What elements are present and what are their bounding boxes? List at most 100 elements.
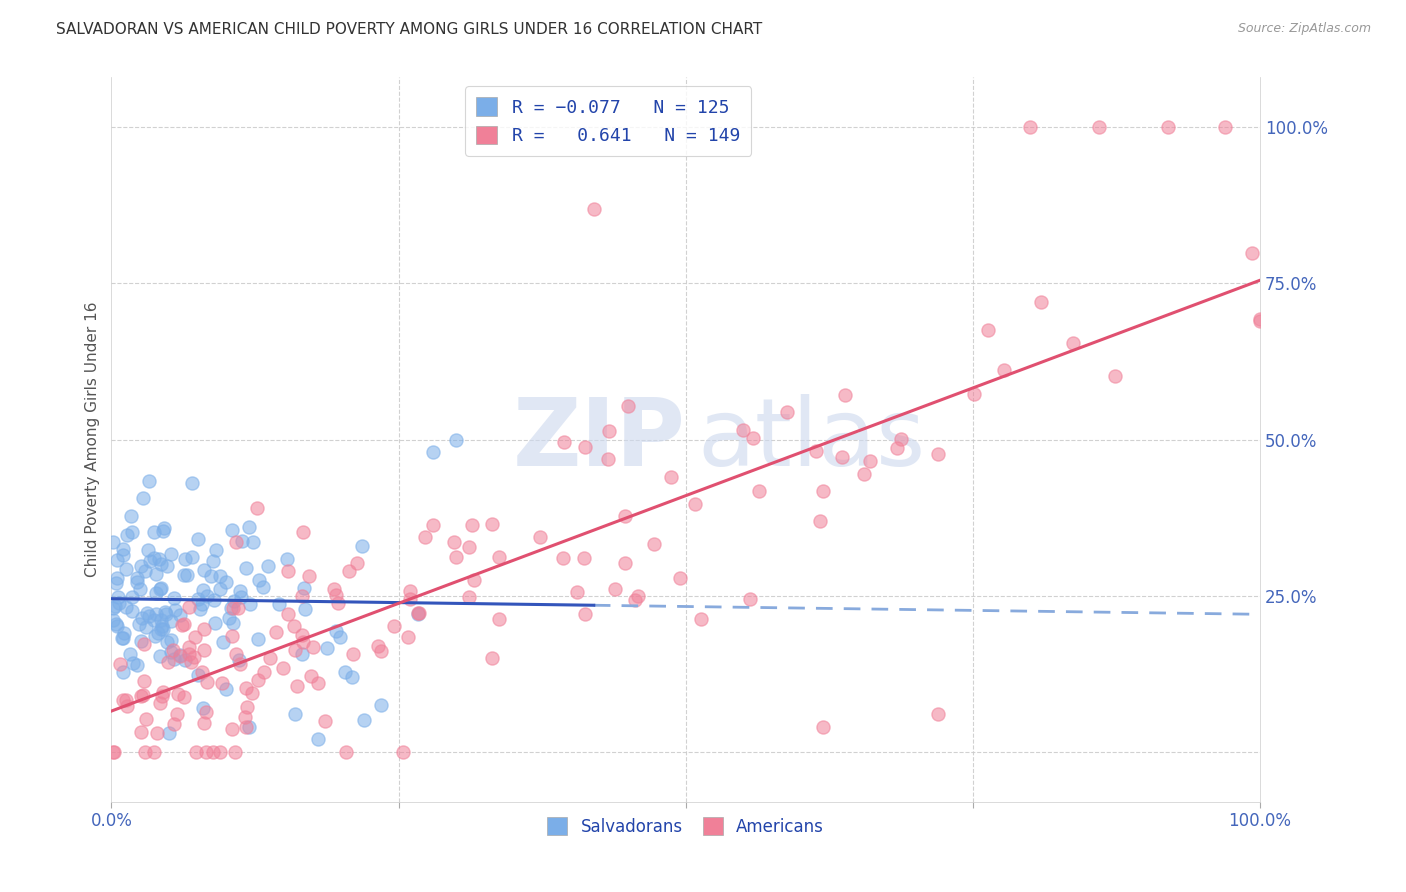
Point — [163, 717, 186, 731]
Point — [162, 642, 184, 657]
Point — [160, 614, 183, 628]
Point — [187, 592, 209, 607]
Point — [1062, 335, 1084, 350]
Point — [108, 596, 131, 610]
Point — [215, 575, 238, 590]
Point — [307, 732, 329, 747]
Point — [145, 586, 167, 600]
Point — [553, 550, 575, 565]
Point — [488, 549, 510, 564]
Point — [276, 552, 298, 566]
Point — [156, 559, 179, 574]
Point — [572, 550, 595, 565]
Point — [111, 693, 134, 707]
Point — [463, 573, 485, 587]
Point — [325, 588, 347, 602]
Point — [291, 589, 314, 603]
Text: Source: ZipAtlas.com: Source: ZipAtlas.com — [1237, 22, 1371, 36]
Point — [859, 454, 882, 468]
Point — [145, 607, 167, 621]
Point — [458, 541, 481, 555]
Point — [167, 687, 190, 701]
Point — [150, 619, 173, 633]
Point — [169, 608, 191, 623]
Point — [218, 610, 240, 624]
Point — [193, 564, 215, 578]
Legend: Salvadorans, Americans: Salvadorans, Americans — [538, 809, 832, 844]
Point — [598, 425, 620, 439]
Point — [146, 726, 169, 740]
Point — [1088, 120, 1111, 135]
Point — [291, 635, 314, 649]
Point — [617, 399, 640, 413]
Point — [180, 476, 202, 491]
Point — [177, 599, 200, 614]
Point — [852, 467, 875, 482]
Point — [298, 569, 321, 583]
Point — [173, 568, 195, 582]
Point — [143, 613, 166, 627]
Point — [212, 635, 235, 649]
Point — [135, 607, 157, 621]
Point — [163, 591, 186, 605]
Point — [236, 699, 259, 714]
Point — [776, 404, 799, 418]
Point — [101, 535, 124, 549]
Point — [643, 537, 665, 551]
Point — [224, 745, 246, 759]
Point — [122, 656, 145, 670]
Point — [299, 669, 322, 683]
Point — [215, 682, 238, 697]
Point — [963, 386, 986, 401]
Point — [135, 620, 157, 634]
Point — [1031, 294, 1053, 309]
Point — [738, 592, 761, 607]
Point — [128, 616, 150, 631]
Point — [180, 655, 202, 669]
Point — [108, 657, 131, 671]
Point — [1249, 314, 1271, 328]
Point — [131, 611, 153, 625]
Point — [195, 589, 218, 603]
Point — [346, 556, 368, 570]
Point — [143, 524, 166, 539]
Point — [259, 650, 281, 665]
Point — [221, 722, 243, 736]
Text: atlas: atlas — [697, 393, 925, 485]
Point — [127, 658, 149, 673]
Point — [253, 665, 276, 679]
Point — [155, 607, 177, 621]
Point — [111, 631, 134, 645]
Point — [138, 474, 160, 488]
Point — [323, 582, 346, 597]
Point — [927, 707, 949, 722]
Point — [157, 656, 180, 670]
Point — [103, 601, 125, 615]
Point — [596, 451, 619, 466]
Point — [193, 701, 215, 715]
Point — [444, 550, 467, 565]
Point — [242, 535, 264, 549]
Point — [176, 568, 198, 582]
Point — [205, 542, 228, 557]
Point — [808, 515, 831, 529]
Point — [121, 525, 143, 540]
Point — [160, 633, 183, 648]
Point — [179, 648, 201, 662]
Point — [565, 585, 588, 599]
Point — [977, 323, 1000, 337]
Point — [399, 591, 422, 606]
Point — [150, 613, 173, 627]
Point — [283, 619, 305, 633]
Point — [191, 665, 214, 679]
Point — [271, 660, 294, 674]
Point — [132, 688, 155, 702]
Point — [115, 699, 138, 714]
Point — [149, 557, 172, 571]
Point — [149, 582, 172, 596]
Point — [284, 642, 307, 657]
Point — [186, 745, 208, 759]
Point — [292, 582, 315, 596]
Point — [246, 632, 269, 646]
Point — [668, 571, 690, 585]
